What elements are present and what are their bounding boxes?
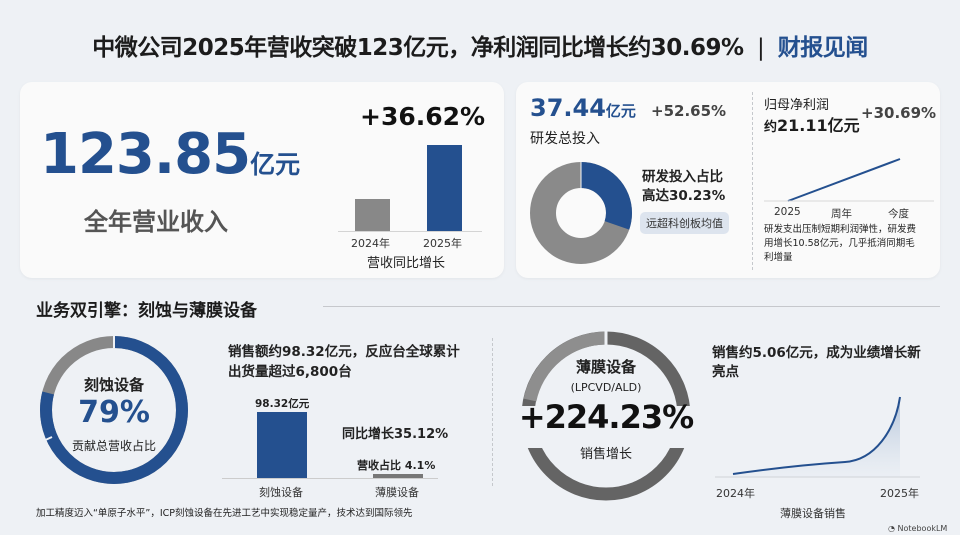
revenue-value: 123.85亿元 — [40, 122, 301, 187]
rd-value: 37.44亿元 — [530, 94, 636, 122]
etch-ring-chart — [40, 336, 188, 484]
bar-label-2024: 2024年 — [351, 237, 390, 250]
etch-footnote: 加工精度迈入“单原子水平”，ICP刻蚀设备在先进工艺中实现稳定量产，技术达到国际… — [36, 508, 413, 519]
film-ring-value: +224.23% — [518, 398, 694, 436]
bar-2025 — [427, 145, 462, 231]
profit-line-chart — [764, 158, 934, 202]
brand-name: 财报见闻 — [777, 35, 869, 61]
divider-dashed — [752, 92, 753, 270]
headline: 中微公司2025年营收突破123亿元，净利润同比增长约30.69% — [92, 35, 744, 61]
etch-yoy: 同比增长35.12% — [342, 427, 449, 442]
film-ring-title: 薄膜设备 — [575, 358, 636, 376]
etch-bar-value: 98.32亿元 — [255, 398, 310, 410]
rd-label: 研发总投入 — [530, 131, 600, 147]
profit-value: 约21.11亿元 — [764, 116, 860, 135]
etch-headline: 销售额约98.32亿元，反应台全球累计出货量超过6,800台 — [228, 344, 460, 380]
profit-note: 研发支出压制短期利润弹性，研发费用增长10.58亿元，几乎抵消同期毛利增量 — [764, 224, 917, 263]
rd-profit-card: 37.44亿元 +52.65% 研发总投入 研发投入占比 高达30.23% 远超… — [516, 82, 940, 278]
bar-baseline — [338, 231, 482, 232]
film-x-label-0: 2024年 — [716, 487, 755, 500]
chart-caption: 营收同比增长 — [367, 256, 446, 271]
profit-x-label-1: 周年 — [831, 208, 852, 220]
revenue-card: 123.85亿元 全年营业收入 +36.62% 2024年 2025年 营收同比… — [20, 82, 504, 278]
film-chart-caption: 薄膜设备销售 — [780, 507, 846, 520]
page-title: 中微公司2025年营收突破123亿元，净利润同比增长约30.69% | 财报见闻 — [0, 28, 960, 62]
watermark: ◔ NotebookLM — [888, 524, 948, 533]
title-separator: | — [757, 35, 765, 61]
etch-bar-label-1: 薄膜设备 — [375, 486, 419, 499]
profit-x-label-2: 今度 — [888, 208, 909, 220]
rd-ratio-text: 研发投入占比 高达30.23% — [642, 169, 726, 204]
film-x-label-1: 2025年 — [880, 487, 919, 500]
profit-x-label-0: 2025 — [774, 206, 801, 218]
section-rule — [323, 306, 940, 307]
section-title: 业务双引擎：刻蚀与薄膜设备 — [36, 301, 257, 321]
film-headline: 销售约5.06亿元，成为业绩增长新亮点 — [712, 345, 921, 380]
etch-bar-baseline — [222, 478, 438, 479]
film-share: 营收占比 4.1% — [357, 459, 436, 472]
revenue-label: 全年营业收入 — [84, 208, 228, 236]
profit-label: 归母净利润 — [764, 98, 830, 113]
etch-bar-label-0: 刻蚀设备 — [259, 486, 303, 499]
etch-bar — [257, 412, 307, 478]
divider-dashed-2 — [492, 338, 493, 486]
etch-ring-value: 79% — [78, 395, 150, 430]
rd-donut-chart — [530, 162, 632, 264]
bar-2024 — [355, 199, 390, 231]
film-ring-caption: 销售增长 — [579, 447, 632, 462]
bar-label-2025: 2025年 — [423, 237, 462, 250]
film-ring-sub: (LPCVD/ALD) — [570, 381, 642, 394]
profit-growth: +30.69% — [861, 104, 937, 122]
etch-ring-title: 刻蚀设备 — [83, 376, 144, 394]
rd-growth: +52.65% — [651, 102, 727, 120]
notebooklm-icon: ◔ — [888, 524, 898, 533]
film-ring-chart — [518, 330, 694, 501]
etch-ring-caption: 贡献总营收占比 — [71, 439, 156, 453]
revenue-growth: +36.62% — [360, 102, 486, 131]
rd-badge: 远超科创板均值 — [640, 212, 729, 234]
film-area-chart — [715, 396, 920, 478]
film-bar — [373, 474, 423, 478]
